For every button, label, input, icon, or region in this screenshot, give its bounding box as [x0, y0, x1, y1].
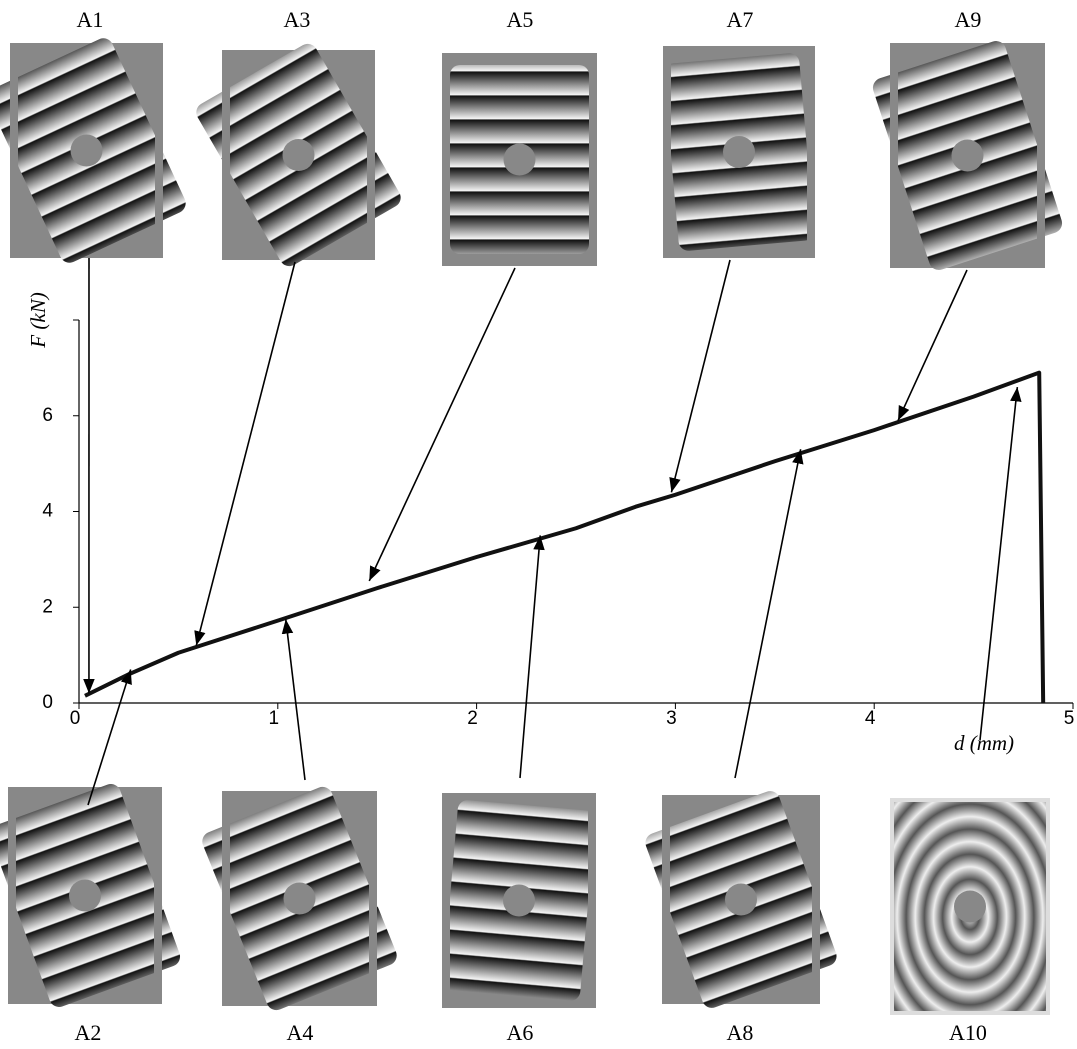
panel-label: A4: [287, 1020, 314, 1045]
annotation-arrow: [898, 270, 967, 421]
y-tick-label: 4: [42, 501, 53, 522]
annotation-arrow: [671, 260, 730, 492]
y-tick-label: 6: [42, 405, 53, 426]
annotation-arrow: [980, 387, 1017, 740]
panel-side: [369, 791, 377, 1006]
panel-side: [222, 791, 230, 1006]
annotation-arrow: [520, 535, 540, 778]
annotation-arrow: [286, 619, 305, 780]
x-tick-label: 1: [269, 708, 280, 729]
x-tick-label: 2: [467, 708, 478, 729]
annotation-arrow: [735, 449, 801, 778]
x-tick-label: 5: [1064, 708, 1075, 729]
panel-side: [663, 46, 671, 258]
x-tick-label: 3: [666, 708, 677, 729]
panel-side: [155, 43, 163, 258]
hole: [284, 883, 316, 915]
hole: [504, 144, 536, 176]
panel-side: [154, 787, 162, 1004]
panel-label: A5: [507, 7, 534, 32]
fringe-panel: A1: [0, 7, 189, 266]
panel-label: A3: [284, 7, 311, 32]
fringe-panel: A4: [199, 784, 399, 1045]
y-tick-label: 0: [42, 692, 53, 713]
panel-side: [589, 53, 597, 266]
chart: F (kN) d (mm) A1 A2 A3 A4 A5 A6 A7 A8 A9 A10 0 2 4 6…: [0, 0, 1077, 1049]
panel-label: A8: [727, 1020, 754, 1045]
annotation-arrow: [196, 262, 295, 646]
fringe-panel: A9: [870, 7, 1064, 273]
panel-side: [8, 787, 16, 1004]
x-tick-label: 0: [70, 708, 81, 729]
panels: A1 A2 A3 A4 A5 A6 A7 A8 A9 A10: [0, 7, 1065, 1045]
panel-side: [10, 43, 18, 258]
panel-side: [1037, 43, 1045, 268]
fringe-panel: A10: [890, 798, 1050, 1045]
panel-label: A7: [727, 7, 754, 32]
panel-side: [442, 793, 450, 1008]
y-tick-label: 2: [42, 596, 53, 617]
hole: [725, 884, 757, 916]
hole: [952, 140, 984, 172]
hole: [71, 135, 103, 167]
annotation-arrow: [369, 268, 515, 581]
fringe-panel: A8: [643, 788, 840, 1045]
hole: [503, 885, 535, 917]
panel-label: A6: [507, 1020, 534, 1045]
panel-side: [442, 53, 450, 266]
x-tick-label: 4: [865, 708, 876, 729]
panel-label: A1: [77, 7, 104, 32]
panel-side: [662, 795, 670, 1004]
hole: [954, 891, 986, 923]
panel-label: A9: [955, 7, 982, 32]
hole: [723, 136, 755, 168]
hole: [283, 139, 315, 171]
hole: [69, 880, 101, 912]
panel-label: A10: [949, 1020, 987, 1045]
panel-side: [890, 43, 898, 268]
plot: 0 2 4 6 0 1 2 3 4 5: [42, 258, 1074, 805]
panel-label: A2: [75, 1020, 102, 1045]
fringe-panel: A3: [193, 7, 405, 270]
x-axis-label: d (mm): [954, 731, 1014, 755]
fringe-panel: A6: [442, 793, 596, 1045]
fringe-panel: A5: [442, 7, 597, 266]
data-line: [85, 373, 1043, 703]
panel-side: [222, 50, 230, 260]
panel-side: [588, 793, 596, 1008]
fringe-panel: A2: [0, 781, 183, 1045]
y-axis-label: F (kN): [26, 292, 50, 348]
panel-side: [812, 795, 820, 1004]
panel-side: [367, 50, 375, 260]
panel-side: [807, 46, 815, 258]
fringe-panel: A7: [663, 7, 815, 258]
